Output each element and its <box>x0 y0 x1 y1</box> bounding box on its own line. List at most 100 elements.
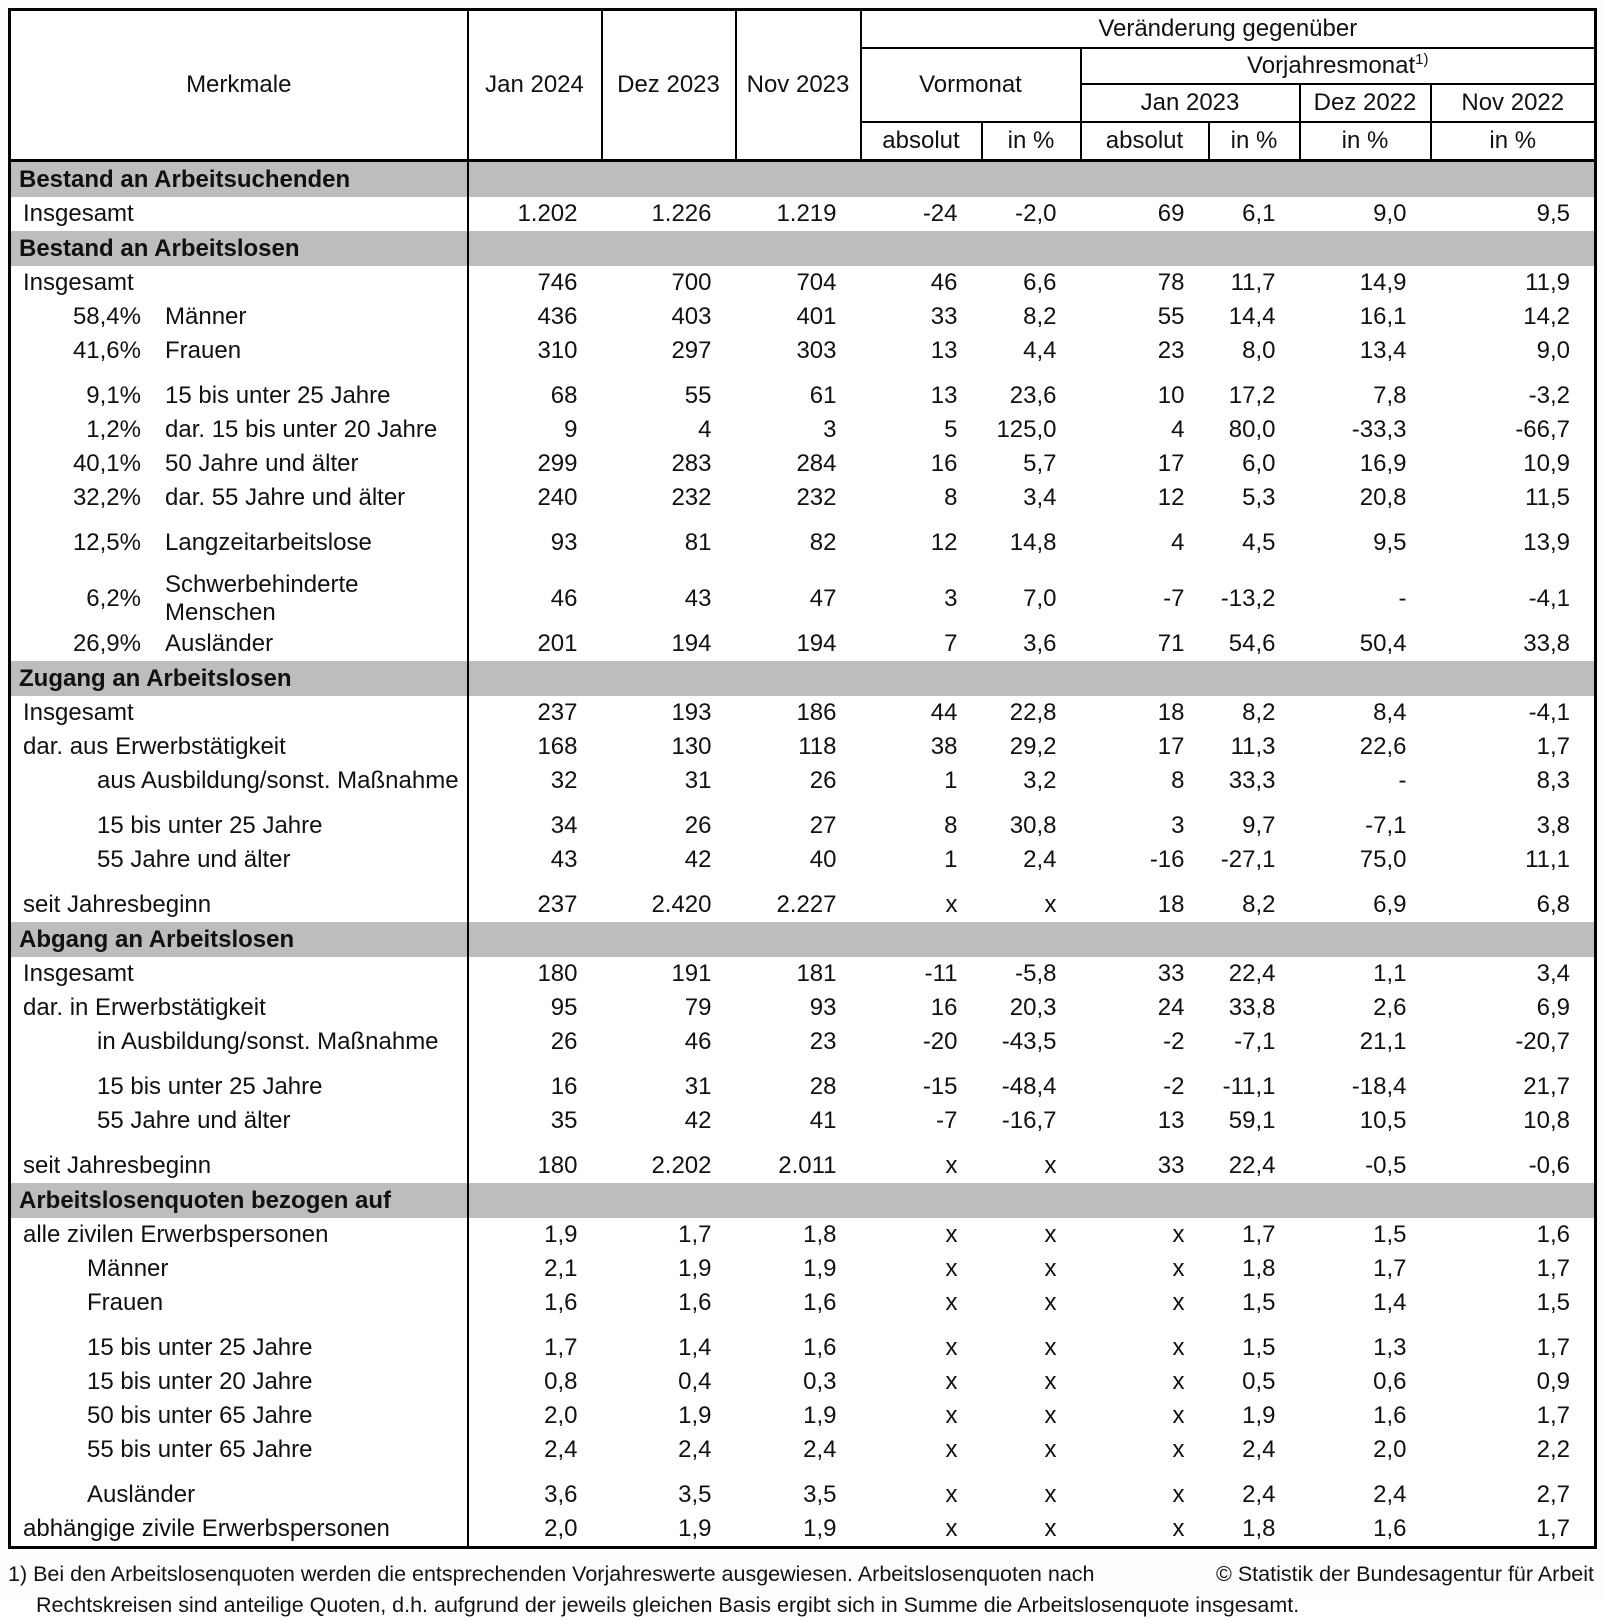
value-cell: 1,9 <box>1208 1399 1300 1433</box>
value-cell: 33 <box>1080 1138 1209 1183</box>
value-cell: 33 <box>1080 957 1209 991</box>
value-cell: 61 <box>735 368 861 413</box>
row-label: dar. in Erwerbstätigkeit <box>23 994 266 1021</box>
value-cell: 79 <box>601 991 736 1025</box>
value-cell: 35 <box>467 1104 602 1138</box>
value-cell: 1,5 <box>1430 1286 1596 1320</box>
row-share-percent: 32,2% <box>72 484 141 511</box>
section-fill <box>467 231 1596 266</box>
row-label-wrap: dar. in Erwerbstätigkeit <box>11 991 467 1025</box>
row-label-wrap: 40,1% 50 Jahre und älter <box>11 447 467 481</box>
row-label-cell: Männer <box>9 1252 469 1286</box>
value-cell: x <box>981 1218 1081 1252</box>
table-row: dar. in Erwerbstätigkeit 95 79 93 16 20,3 24 33… <box>9 991 1596 1025</box>
value-cell: 403 <box>601 300 736 334</box>
value-cell: 32 <box>467 764 602 798</box>
table-row: 6,2% Schwerbehinderte Menschen 46 43 47 3 7,0-… <box>9 560 1596 627</box>
row-label-cell: 15 bis unter 25 Jahre <box>9 1320 469 1365</box>
value-cell: 2.227 <box>735 877 861 922</box>
value-cell: 232 <box>735 481 861 515</box>
value-cell: 2.420 <box>601 877 736 922</box>
value-cell: 118 <box>735 730 861 764</box>
value-cell: 8,3 <box>1430 764 1596 798</box>
table-row: alle zivilen Erwerbspersonen 1,9 1,7 1,8 x x x… <box>9 1218 1596 1252</box>
table-body: Bestand an Arbeitsuchenden Insgesamt 1.202… <box>9 160 1596 1548</box>
row-label: Insgesamt <box>23 699 134 726</box>
value-cell: 9,0 <box>1430 334 1596 368</box>
row-label-cell: aus Ausbildung/sonst. Maßnahme <box>9 764 469 798</box>
footnotes: 1) Bei den Arbeitslosenquoten werden die… <box>8 1559 1594 1621</box>
row-label-wrap: Insgesamt <box>11 696 467 730</box>
value-cell: 43 <box>467 843 602 877</box>
row-label-wrap: seit Jahresbeginn <box>11 888 467 922</box>
footnote-text-2: Rechtskreisen sind anteilige Quoten, d.h… <box>36 1593 1300 1618</box>
value-cell: 21,1 <box>1299 1025 1431 1059</box>
value-cell: 6,9 <box>1299 877 1431 922</box>
value-cell: -33,3 <box>1299 413 1431 447</box>
value-cell: 12 <box>860 515 982 560</box>
row-label-wrap: 9,1% 15 bis unter 25 Jahre <box>11 379 467 413</box>
value-cell: -0,5 <box>1299 1138 1431 1183</box>
section-title: Abgang an Arbeitslosen <box>9 922 469 957</box>
value-cell: 2,4 <box>1208 1467 1300 1512</box>
value-cell: 1,7 <box>1430 1320 1596 1365</box>
value-cell: 1.226 <box>601 197 736 231</box>
section-title: Bestand an Arbeitslosen <box>9 231 469 266</box>
value-cell: 5,3 <box>1208 481 1300 515</box>
value-cell: 1,4 <box>1299 1286 1431 1320</box>
value-cell: 9,0 <box>1299 197 1431 231</box>
value-cell: 746 <box>467 266 602 300</box>
row-share-percent: 41,6% <box>72 337 141 364</box>
value-cell: 3 <box>1080 798 1209 843</box>
value-cell: 237 <box>467 877 602 922</box>
value-cell: -20,7 <box>1430 1025 1596 1059</box>
row-label: in Ausbildung/sonst. Maßnahme <box>97 1028 439 1055</box>
value-cell: 26 <box>735 764 861 798</box>
table-row: 50 bis unter 65 Jahre 2,0 1,9 1,9 x x x 1,9 1,6 1… <box>9 1399 1596 1433</box>
value-cell: 24 <box>1080 991 1209 1025</box>
value-cell: 26 <box>601 798 736 843</box>
value-cell: 2,4 <box>1299 1467 1431 1512</box>
value-cell: 6,9 <box>1430 991 1596 1025</box>
row-label-cell: 58,4% Männer <box>9 300 469 334</box>
table-row: 15 bis unter 20 Jahre 0,8 0,4 0,3 x x x 0,5 0,6 0… <box>9 1365 1596 1399</box>
value-cell: -66,7 <box>1430 413 1596 447</box>
row-label-wrap: 41,6% Frauen <box>11 334 467 368</box>
table-row: dar. aus Erwerbstätigkeit 168 130 118 38 29,2… <box>9 730 1596 764</box>
value-cell: 297 <box>601 334 736 368</box>
row-label-wrap: 15 bis unter 25 Jahre <box>11 809 467 843</box>
section-header-row: Zugang an Arbeitslosen <box>9 661 1596 696</box>
value-cell: 13,9 <box>1430 515 1596 560</box>
value-cell: 4 <box>1080 515 1209 560</box>
row-label-cell: seit Jahresbeginn <box>9 877 469 922</box>
value-cell: 14,4 <box>1208 300 1300 334</box>
value-cell: 1,6 <box>735 1286 861 1320</box>
section-fill <box>467 922 1596 957</box>
value-cell: 194 <box>735 627 861 661</box>
col-header-dez-2023: Dez 2023 <box>600 8 737 162</box>
value-cell: 59,1 <box>1208 1104 1300 1138</box>
value-cell: -48,4 <box>981 1059 1081 1104</box>
value-cell: 93 <box>467 515 602 560</box>
row-label-cell: dar. in Erwerbstätigkeit <box>9 991 469 1025</box>
value-cell: 22,4 <box>1208 957 1300 991</box>
value-cell: 1,9 <box>601 1252 736 1286</box>
value-cell: 191 <box>601 957 736 991</box>
row-label-cell: Insgesamt <box>9 696 469 730</box>
value-cell: 16 <box>467 1059 602 1104</box>
value-cell: 11,3 <box>1208 730 1300 764</box>
value-cell: x <box>981 877 1081 922</box>
value-cell: 8 <box>860 798 982 843</box>
value-cell: 3,8 <box>1430 798 1596 843</box>
value-cell: 9,5 <box>1299 515 1431 560</box>
value-cell: 31 <box>601 764 736 798</box>
table-row: Insgesamt 1.202 1.226 1.219 -24 -2,0 69 6,1 9,0 9… <box>9 197 1596 231</box>
value-cell: 4,5 <box>1208 515 1300 560</box>
section-header-row: Arbeitslosenquoten bezogen auf <box>9 1183 1596 1218</box>
value-cell: -18,4 <box>1299 1059 1431 1104</box>
value-cell: 125,0 <box>981 413 1081 447</box>
value-cell: 1,1 <box>1299 957 1431 991</box>
value-cell: 22,8 <box>981 696 1081 730</box>
value-cell: 6,8 <box>1430 877 1596 922</box>
value-cell: 2,4 <box>601 1433 736 1467</box>
